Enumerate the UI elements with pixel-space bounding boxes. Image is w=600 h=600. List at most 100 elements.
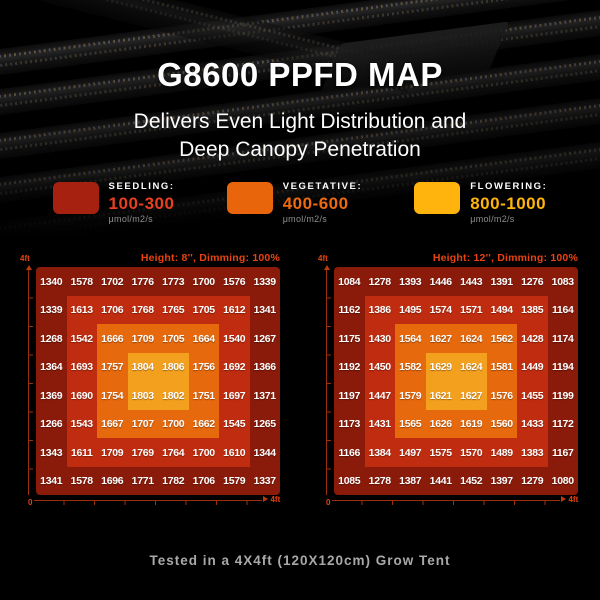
ppfd-cell: 1621 <box>425 381 456 410</box>
ppfd-cell: 1164 <box>547 295 578 325</box>
legend-range: 800-1000 <box>470 194 547 214</box>
ppfd-cell: 1441 <box>425 466 456 496</box>
ppfd-cell: 1278 <box>364 267 395 296</box>
ppfd-legend: SEEDLING: 100-300 μmol/m2/s VEGETATIVE: … <box>0 182 600 242</box>
axis-arrow-up-icon <box>26 265 32 271</box>
ppfd-cell: 1339 <box>249 267 280 296</box>
ppfd-cell: 1627 <box>425 324 456 353</box>
ppfd-cell: 1279 <box>517 466 548 496</box>
ppfd-cell: 1570 <box>456 438 487 467</box>
ppfd-cell: 1754 <box>97 381 128 410</box>
ppfd-cell: 1707 <box>127 409 158 439</box>
ppfd-cell: 1771 <box>127 466 158 496</box>
legend-unit: μmol/m2/s <box>470 214 515 225</box>
ppfd-cell: 1560 <box>486 409 517 439</box>
ppfd-cell: 1575 <box>425 438 456 467</box>
legend-item-seedling: SEEDLING: 100-300 μmol/m2/s <box>52 182 175 242</box>
ppfd-cell: 1430 <box>364 324 395 353</box>
ppfd-cell: 1393 <box>395 267 426 296</box>
x-axis-label: 4ft <box>568 494 579 504</box>
ppfd-cell: 1340 <box>36 267 67 296</box>
ppfd-cell: 1692 <box>219 352 250 382</box>
axis-arrow-up-icon <box>324 265 330 271</box>
subtitle-line-2: Deep Canopy Penetration <box>179 137 421 161</box>
ppfd-cell: 1706 <box>188 466 219 496</box>
legend-item-vegetative: VEGETATIVE: 400-600 μmol/m2/s <box>226 181 363 242</box>
y-axis-label: 4ft <box>318 254 328 264</box>
ppfd-cell: 1278 <box>364 466 395 496</box>
ppfd-cell: 1802 <box>158 381 189 410</box>
map-header: Height: 8'', Dimming: 100% <box>140 252 280 265</box>
ppfd-cell: 1709 <box>97 438 128 467</box>
ppfd-cell: 1083 <box>547 267 578 296</box>
ppfd-cell: 1613 <box>66 295 97 325</box>
ppfd-cell: 1494 <box>486 295 517 325</box>
legend-swatch-vegetative <box>226 182 273 215</box>
ppfd-cell: 1764 <box>158 438 189 467</box>
ppfd-cell: 1344 <box>249 438 280 467</box>
ppfd-cell: 1696 <box>97 466 128 496</box>
ppfd-cell: 1629 <box>425 352 456 382</box>
ppfd-grid: 1084 1278 1393 1446 1443 1391 1276 1083 1162 1386… <box>334 267 578 496</box>
ppfd-cell: 1700 <box>188 438 219 467</box>
ppfd-cell: 1162 <box>334 295 365 325</box>
ppfd-cell: 1443 <box>456 267 487 296</box>
ppfd-cell: 1266 <box>36 409 67 439</box>
ppfd-cell: 1397 <box>486 466 517 496</box>
ppfd-cell: 1369 <box>36 381 67 410</box>
ppfd-cell: 1384 <box>364 438 395 467</box>
ppfd-cell: 1667 <box>97 409 128 439</box>
ppfd-cell: 1174 <box>547 324 578 353</box>
ppfd-cell: 1705 <box>188 295 219 325</box>
ppfd-cell: 1364 <box>36 352 67 382</box>
ppfd-cell: 1697 <box>219 381 250 410</box>
ppfd-cell: 1497 <box>395 438 426 467</box>
ppfd-cell: 1624 <box>456 324 487 353</box>
ppfd-cell: 1565 <box>395 409 426 439</box>
page-title: G8600 PPFD MAP <box>157 56 443 93</box>
ppfd-cell: 1700 <box>158 409 189 439</box>
ppfd-cell: 1571 <box>456 295 487 325</box>
axis-arrow-right-icon <box>561 496 567 503</box>
ppfd-cell: 1276 <box>517 267 548 296</box>
legend-item-flowering: FLOWERING: 800-1000 μmol/m2/s <box>414 182 547 242</box>
y-axis-line <box>28 270 33 496</box>
ppfd-cell: 1579 <box>219 466 250 496</box>
legend-stage-label: FLOWERING: <box>470 181 548 193</box>
legend-range: 400-600 <box>282 194 349 214</box>
ppfd-cell: 1386 <box>364 295 395 325</box>
x-axis-line <box>34 499 263 505</box>
ppfd-cell: 1690 <box>66 381 97 410</box>
ppfd-cell: 1693 <box>66 352 97 382</box>
ppfd-cell: 1773 <box>158 267 189 296</box>
ppfd-cell: 1172 <box>547 409 578 439</box>
ppfd-cell: 1542 <box>66 324 97 353</box>
ppfd-cell: 1194 <box>547 352 578 382</box>
legend-range: 100-300 <box>108 194 175 214</box>
origin-label: 0 <box>326 497 331 507</box>
ppfd-cell: 1576 <box>219 267 250 296</box>
ppfd-cell: 1175 <box>334 324 365 353</box>
ppfd-cell: 1611 <box>66 438 97 467</box>
ppfd-cell: 1769 <box>127 438 158 467</box>
ppfd-grid: 1340 1578 1702 1776 1773 1700 1576 1339 1339 1613… <box>36 267 280 496</box>
x-axis-label: 4ft <box>270 494 281 504</box>
ppfd-cell: 1192 <box>334 352 365 382</box>
x-axis-line <box>332 499 561 505</box>
ppfd-cell: 1343 <box>36 438 67 467</box>
ppfd-cell: 1495 <box>395 295 426 325</box>
ppfd-cell: 1371 <box>249 381 280 410</box>
legend-stage-label: VEGETATIVE: <box>282 181 363 193</box>
ppfd-cell: 1768 <box>127 295 158 325</box>
ppfd-cell: 1806 <box>158 352 189 382</box>
ppfd-cell: 1751 <box>188 381 219 410</box>
ppfd-cell: 1455 <box>517 381 548 410</box>
x-axis: 0 4ft <box>326 494 580 507</box>
ppfd-cell: 1562 <box>486 324 517 353</box>
ppfd-cell: 1383 <box>517 438 548 467</box>
ppfd-cell: 1385 <box>517 295 548 325</box>
ppfd-cell: 1702 <box>97 267 128 296</box>
ppfd-cell: 1391 <box>486 267 517 296</box>
ppfd-cell: 1662 <box>188 409 219 439</box>
ppfd-cell: 1757 <box>97 352 128 382</box>
